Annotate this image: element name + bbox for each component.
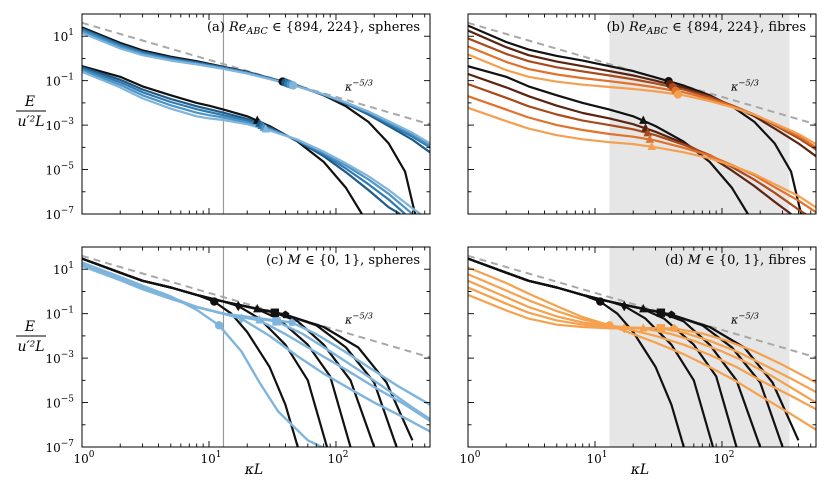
series-marker-7 (214, 321, 224, 330)
series-line-5 (82, 257, 398, 447)
plot-frame (81, 13, 431, 215)
series-marker-8 (643, 127, 652, 137)
series-marker-11 (287, 318, 296, 326)
series-line-1 (468, 24, 803, 214)
series-line-6 (82, 65, 363, 214)
y-tick-label: 10−3 (45, 117, 74, 133)
slope-label: κ−5/3 (344, 79, 373, 94)
series-line-7 (82, 261, 325, 447)
panel-title: (a) ReABC ∈ {894, 224}, spheres (207, 20, 420, 37)
panel-b: κ−5/3 (b) ReABC ∈ {894, 224}, fibres (467, 13, 817, 215)
series-marker-5 (673, 90, 683, 99)
axis-ticks (81, 13, 430, 215)
y-tick-label: 10−5 (45, 395, 74, 411)
series-marker-9 (255, 315, 264, 324)
y-label-numerator: E (24, 319, 35, 335)
plot-frame (467, 13, 817, 215)
y-tick-label: 10−5 (45, 162, 74, 178)
series-marker-7 (605, 321, 614, 330)
plot-frame (467, 246, 817, 448)
x-axis-label-left: κL (244, 462, 263, 478)
series-marker-2 (621, 300, 628, 312)
series-marker-10 (261, 124, 270, 133)
y-label-numerator: E (24, 94, 35, 110)
series-marker-10 (647, 141, 656, 150)
axis-ticks (467, 13, 816, 215)
series-line-6 (82, 257, 414, 441)
y-axis-label-top: E u′²L (16, 94, 46, 130)
series-marker-9 (645, 134, 654, 143)
series-marker-3 (253, 303, 262, 313)
series-marker-11 (670, 324, 679, 332)
series-marker-6 (639, 115, 648, 124)
panel-title: (b) ReABC ∈ {894, 224}, fibres (606, 20, 806, 37)
y-label-denominator: u′²L (17, 114, 44, 130)
series-line-3 (82, 257, 352, 447)
series-line-8 (468, 83, 808, 214)
panel-a: 101 10−1 10−3 10−5 10−7 κ−5/3 (a) ReABC ∈ {894… (45, 13, 431, 222)
x-tick-label: 102 (327, 450, 348, 466)
shaded-region (609, 247, 790, 447)
axis-ticks (81, 246, 430, 448)
x-tick-label: 101 (586, 450, 607, 466)
series-marker-10 (272, 317, 281, 326)
y-tick-label: 10−1 (45, 306, 74, 322)
series-marker-3 (639, 303, 648, 313)
y-tick-label: 101 (53, 28, 74, 44)
series-marker-10 (656, 324, 666, 333)
series-line-9 (82, 263, 430, 422)
series-marker-1 (596, 297, 605, 306)
series-marker-5 (281, 310, 290, 319)
series-line-9 (82, 69, 414, 214)
panel-title: (d) M ∈ {0, 1}, fibres (665, 253, 806, 268)
panel-title: (c) M ∈ {0, 1}, spheres (266, 253, 420, 268)
plot-area (468, 14, 816, 214)
plot-frame (81, 246, 431, 448)
series-line-5 (82, 31, 430, 145)
series-marker-8 (238, 313, 245, 324)
series-line-8 (82, 67, 406, 214)
series-line-2 (468, 29, 816, 158)
x-tick-label: 101 (200, 450, 221, 466)
series-marker-4 (656, 308, 666, 317)
slope-label: κ−5/3 (730, 312, 759, 327)
series-line-8 (468, 273, 816, 411)
y-tick-label: 10−7 (45, 206, 74, 222)
series-line-10 (468, 106, 816, 209)
series-marker-5 (288, 81, 298, 90)
series-line-7 (82, 66, 401, 214)
y-tick-label: 10−3 (45, 350, 74, 366)
series-line-9 (468, 95, 816, 214)
y-tick-label: 101 (53, 261, 74, 277)
plot-area (468, 247, 816, 447)
series-marker-4 (270, 308, 280, 317)
shaded-region (609, 14, 790, 214)
series-marker-8 (621, 323, 628, 334)
x-tick-label: 100 (73, 450, 94, 466)
series-line-11 (82, 264, 430, 406)
series-marker-9 (639, 323, 648, 332)
series-marker-5 (667, 310, 676, 319)
x-tick-label: 102 (713, 450, 734, 466)
plot-area (82, 14, 430, 214)
panel-d: 100 101 102 κ−5/3 (d) M ∈ {0, 1}, fibres (459, 246, 817, 466)
axis-ticks (467, 246, 816, 448)
y-axis-label-bottom: E u′²L (16, 319, 46, 355)
series-line-6 (468, 65, 749, 214)
y-label-denominator: u′²L (17, 339, 44, 355)
series-line-7 (468, 266, 816, 431)
series-line-5 (468, 53, 816, 146)
x-tick-label: 100 (459, 450, 480, 466)
series-marker-1 (210, 297, 219, 306)
slope-label: κ−5/3 (344, 312, 373, 327)
x-axis-label-right: κL (630, 462, 649, 478)
y-tick-label: 10−7 (45, 439, 74, 455)
plot-area (82, 247, 430, 447)
slope-label: κ−5/3 (730, 79, 759, 94)
y-tick-label: 10−1 (45, 73, 74, 89)
series-marker-2 (235, 300, 242, 312)
